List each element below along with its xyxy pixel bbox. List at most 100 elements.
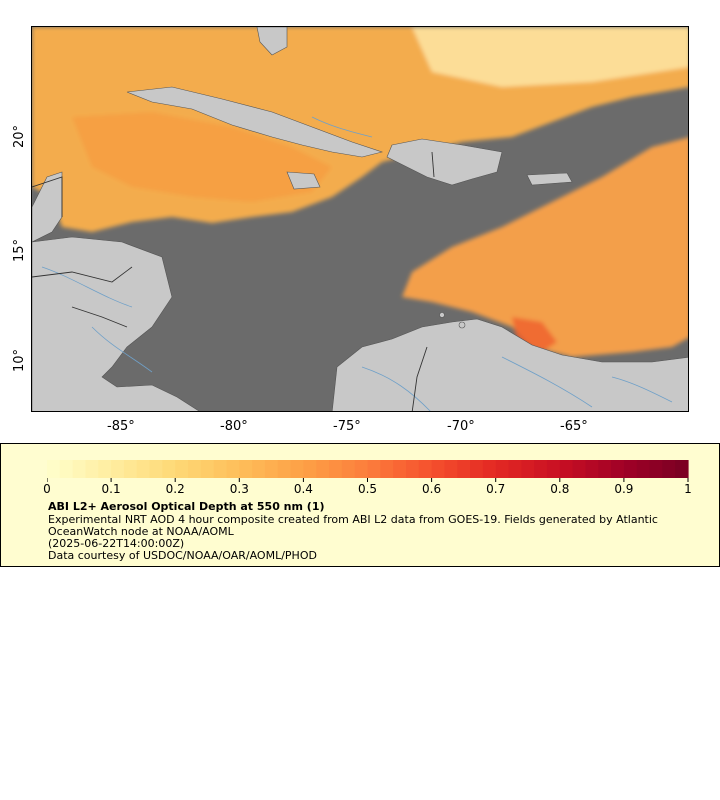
lon-tick-label: -70° [447,419,475,434]
colorbar-swatch [329,460,343,478]
land-island [458,321,466,329]
aod-plume-east [402,137,688,357]
colorbar-swatch [59,460,74,478]
colorbar-tick-label: 0.9 [614,482,634,496]
river [311,116,373,138]
colorbar-swatch [611,460,625,478]
colorbar-swatch [482,460,497,478]
colorbar-swatch [213,460,228,478]
map-panel[interactable] [31,26,689,412]
colorbar-swatch [136,460,151,478]
land-hispaniola [386,138,503,186]
border-line [32,266,133,283]
lon-tick-label: -65° [560,419,588,434]
legend-timestamp: (2025-06-22T14:00:00Z) [48,537,185,550]
colorbar-swatch [252,460,266,478]
colorbar-swatch [598,460,612,478]
colorbar-swatch [405,460,420,478]
legend-description-line: OceanWatch node at NOAA/AOML [48,525,234,538]
colorbar-swatch [675,460,689,478]
aod-plume-core [72,112,332,202]
colorbar-swatch [444,460,458,478]
colorbar-swatch [162,460,176,478]
colorbar-tick-label: 0.6 [422,482,442,496]
colorbar-swatch [277,460,292,478]
lat-tick-label: 10° [12,348,27,372]
colorbar-swatch [149,460,163,478]
colorbar-swatch [418,460,433,478]
river [611,376,673,403]
colorbar-swatch [431,460,446,478]
lon-tick-label: -85° [107,419,135,434]
colorbar-swatch [264,460,279,478]
aod-map [32,27,688,411]
colorbar-tick-label: 0.5 [357,482,378,496]
colorbar-swatch [290,460,304,478]
river [501,356,593,408]
colorbar [47,460,689,482]
colorbar-tick-label: 0.8 [550,482,570,496]
legend-credit: Data courtesy of USDOC/NOAA/OAR/AOML/PHO… [48,549,317,562]
river [361,366,431,411]
colorbar-swatch [534,460,548,478]
lat-tick-label: 20° [12,124,27,148]
lon-tick-label: -80° [220,419,248,434]
colorbar-swatch [239,460,253,478]
border-line [71,306,128,328]
colorbar-swatch [623,460,638,478]
colorbar-swatch [47,460,61,478]
colorbar-tick-label: 0.3 [229,482,249,496]
river [41,266,133,308]
colorbar-swatch [72,460,87,478]
aod-plume-light [412,27,688,87]
colorbar-swatch [546,460,561,478]
colorbar-tick-label: 0.4 [293,482,313,496]
lon-tick-label: -75° [333,419,361,434]
colorbar-swatch [123,460,138,478]
aod-plume-layer [32,27,688,357]
colorbar-swatch [303,460,317,478]
colorbar-swatch [316,460,330,478]
land-puerto-rico [526,172,573,186]
legend-title: ABI L2+ Aerosol Optical Depth at 550 nm … [48,500,325,513]
colorbar-swatch [636,460,651,478]
colorbar-tick-label: 0.2 [165,482,185,496]
colorbar-swatch [226,460,240,478]
lat-tick-label: 15° [12,238,27,262]
colorbar-swatch [85,460,99,478]
border-line [411,346,428,411]
land-cuba [126,86,384,158]
colorbar-swatch [559,460,574,478]
colorbar-swatch [495,460,510,478]
colorbar-swatch [521,460,535,478]
colorbar-tick-label: 1 [684,482,692,496]
colorbar-swatch [470,460,484,478]
river-layer [41,116,673,411]
colorbar-swatch [393,460,407,478]
colorbar-tick-label: 0.1 [101,482,121,496]
colorbar-swatch [585,460,599,478]
colorbar-swatch [175,460,189,478]
colorbar-swatch [341,460,356,478]
colorbar-swatch [380,460,394,478]
colorbar-swatch [508,460,522,478]
border-line [431,151,435,178]
land-island [439,312,445,318]
colorbar-swatch [354,460,369,478]
border-line [32,176,63,217]
border-layer [32,151,435,411]
colorbar-swatch [572,460,587,478]
legend-description-line: Experimental NRT AOD 4 hour composite cr… [48,513,658,526]
colorbar-swatch [200,460,215,478]
colorbar-swatch [188,460,202,478]
colorbar-swatch [367,460,381,478]
colorbar-swatch [98,460,112,478]
land-jamaica [286,171,321,190]
colorbar-tick-label: 0 [43,482,51,496]
colorbar-swatch [457,460,471,478]
river [91,326,153,373]
colorbar-swatch [111,460,125,478]
land-florida [256,27,288,56]
colorbar-swatch [662,460,676,478]
colorbar-tick-label: 0.7 [486,482,506,496]
